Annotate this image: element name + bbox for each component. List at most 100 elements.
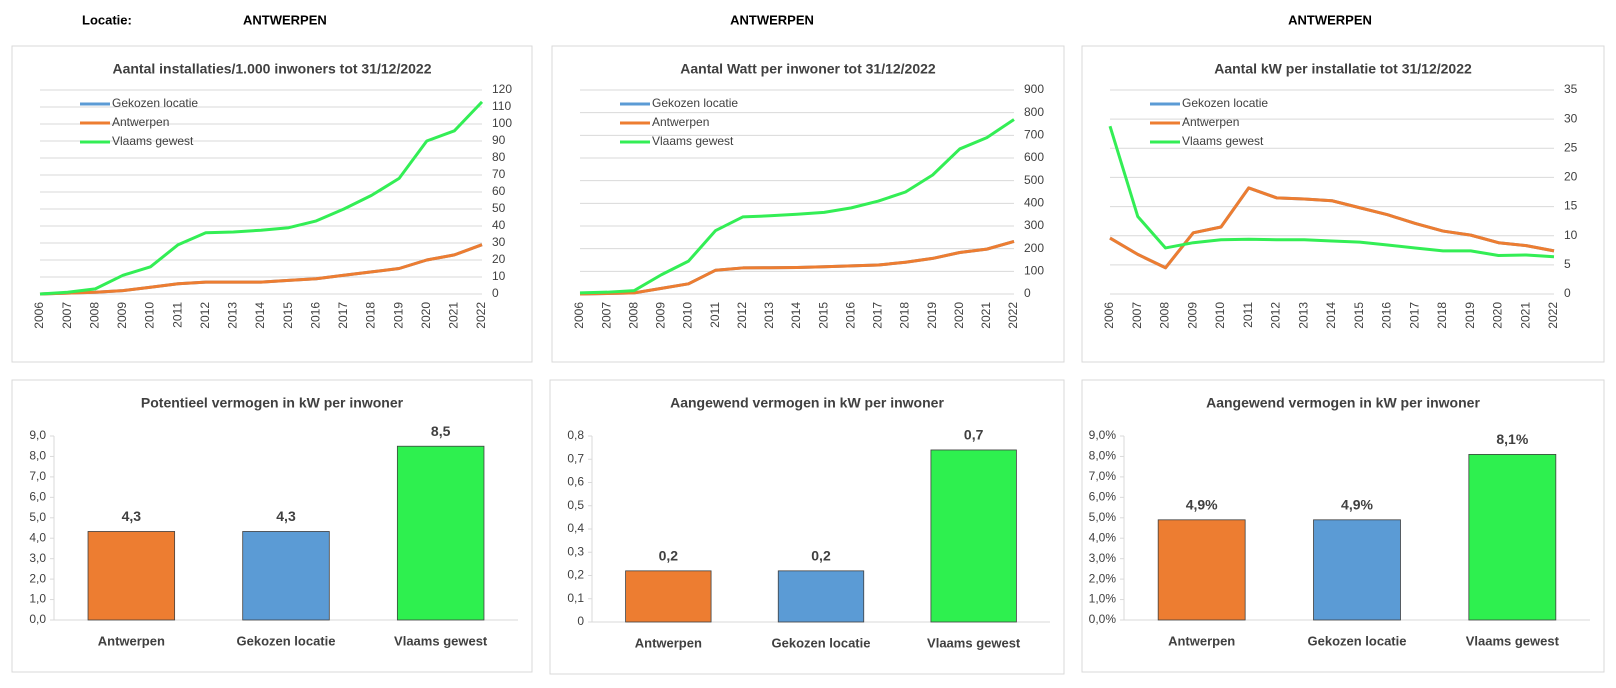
y-tick-label: 6,0% <box>1089 490 1117 504</box>
x-tick-label: 2019 <box>1463 302 1477 329</box>
x-tick-label: Antwerpen <box>635 635 702 650</box>
y-tick-label: 90 <box>492 133 506 147</box>
legend-label: Gekozen locatie <box>112 96 198 110</box>
x-tick-label: 2006 <box>572 302 586 329</box>
x-tick-label: 2016 <box>308 302 322 329</box>
y-tick-label: 0 <box>1024 286 1031 300</box>
x-tick-label: 2015 <box>1352 302 1366 329</box>
x-tick-label: 2008 <box>87 302 101 329</box>
location-name: ANTWERPEN <box>243 12 327 27</box>
y-tick-label: 1,0 <box>29 592 46 606</box>
location-name: ANTWERPEN <box>730 12 814 27</box>
x-tick-label: 2021 <box>447 302 461 329</box>
chart-panel <box>11 45 533 363</box>
bar <box>930 449 1017 623</box>
data-label: 0,2 <box>811 548 831 564</box>
y-tick-label: 8,0 <box>29 449 46 463</box>
y-tick-label: 500 <box>1024 173 1044 187</box>
chart-title: Aangewend vermogen in kW per inwoner <box>1206 395 1480 411</box>
y-tick-label: 5 <box>1564 257 1571 271</box>
data-label: 8,5 <box>431 423 451 439</box>
y-tick-label: 15 <box>1564 199 1578 213</box>
line-series <box>39 100 484 296</box>
y-tick-label: 100 <box>1024 264 1044 278</box>
chart-title: Aantal installaties/1.000 inwoners tot 3… <box>112 61 431 77</box>
y-tick-label: 300 <box>1024 218 1044 232</box>
x-tick-label: Gekozen locatie <box>1308 633 1407 648</box>
y-tick-label: 10 <box>1564 228 1578 242</box>
x-tick-label: 2007 <box>60 302 74 329</box>
data-label: 4,9% <box>1186 497 1218 513</box>
x-tick-label: Vlaams gewest <box>1466 633 1560 648</box>
x-tick-label: 2022 <box>1006 302 1020 329</box>
x-tick-label: 2016 <box>843 302 857 329</box>
chart-title: Potentieel vermogen in kW per inwoner <box>141 395 404 411</box>
y-tick-label: 30 <box>492 235 506 249</box>
y-tick-label: 800 <box>1024 105 1044 119</box>
line-series <box>39 243 483 296</box>
x-tick-label: 2010 <box>143 302 157 329</box>
x-tick-label: Gekozen locatie <box>237 633 336 648</box>
x-tick-label: Vlaams gewest <box>394 633 488 648</box>
x-tick-label: 2007 <box>599 302 613 329</box>
y-tick-label: 8,0% <box>1089 449 1117 463</box>
chart-title: Aangewend vermogen in kW per inwoner <box>670 395 944 411</box>
y-tick-label: 900 <box>1024 82 1044 96</box>
y-tick-label: 6,0 <box>29 490 46 504</box>
bar <box>1468 453 1557 621</box>
y-tick-label: 600 <box>1024 150 1044 164</box>
y-tick-label: 0 <box>1564 286 1571 300</box>
y-tick-label: 1,0% <box>1089 592 1117 606</box>
location-name: ANTWERPEN <box>1288 12 1372 27</box>
y-tick-label: 0,2 <box>567 568 584 582</box>
x-tick-label: 2019 <box>925 302 939 329</box>
line-series <box>1108 125 1555 259</box>
x-tick-label: 2014 <box>253 302 267 329</box>
x-tick-label: 2014 <box>789 302 803 329</box>
y-tick-label: 0,1 <box>567 591 584 605</box>
y-tick-label: 0 <box>492 286 499 300</box>
data-label: 4,3 <box>122 508 142 524</box>
y-tick-label: 0,5 <box>567 498 584 512</box>
bar <box>625 570 712 623</box>
y-tick-label: 3,0 <box>29 551 46 565</box>
x-tick-label: 2008 <box>1158 302 1172 329</box>
data-label: 4,3 <box>276 508 296 524</box>
x-tick-label: 2010 <box>681 302 695 329</box>
chart-title: Aantal Watt per inwoner tot 31/12/2022 <box>680 61 936 77</box>
data-label: 8,1% <box>1496 431 1528 447</box>
x-tick-label: 2019 <box>391 302 405 329</box>
y-tick-label: 50 <box>492 201 506 215</box>
x-tick-label: 2016 <box>1380 302 1394 329</box>
x-tick-label: 2017 <box>1407 302 1421 329</box>
x-tick-label: 2014 <box>1324 302 1338 329</box>
y-tick-label: 70 <box>492 167 506 181</box>
chart-panel <box>551 45 1065 363</box>
y-tick-label: 0,0 <box>29 612 46 626</box>
y-tick-label: 7,0 <box>29 469 46 483</box>
y-tick-label: 100 <box>492 116 512 130</box>
x-tick-label: 2015 <box>816 302 830 329</box>
x-tick-label: 2007 <box>1130 302 1144 329</box>
x-tick-label: 2012 <box>198 302 212 329</box>
y-tick-label: 20 <box>492 252 506 266</box>
x-tick-label: 2006 <box>32 302 46 329</box>
y-tick-label: 0,3 <box>567 544 584 558</box>
chart-title: Aantal kW per installatie tot 31/12/2022 <box>1214 61 1472 77</box>
y-tick-label: 5,0 <box>29 510 46 524</box>
y-tick-label: 2,0 <box>29 571 46 585</box>
legend-label: Vlaams gewest <box>112 134 194 148</box>
y-tick-label: 4,0% <box>1089 530 1117 544</box>
legend-label: Gekozen locatie <box>1182 96 1268 110</box>
y-tick-label: 7,0% <box>1089 469 1117 483</box>
y-tick-label: 5,0% <box>1089 510 1117 524</box>
y-tick-label: 0,6 <box>567 475 584 489</box>
y-tick-label: 0 <box>577 614 584 628</box>
y-tick-label: 40 <box>492 218 506 232</box>
x-tick-label: Gekozen locatie <box>772 635 871 650</box>
x-tick-label: 2009 <box>115 302 129 329</box>
y-tick-label: 0,4 <box>567 521 584 535</box>
y-tick-label: 9,0% <box>1089 428 1117 442</box>
y-tick-label: 0,8 <box>567 428 584 442</box>
